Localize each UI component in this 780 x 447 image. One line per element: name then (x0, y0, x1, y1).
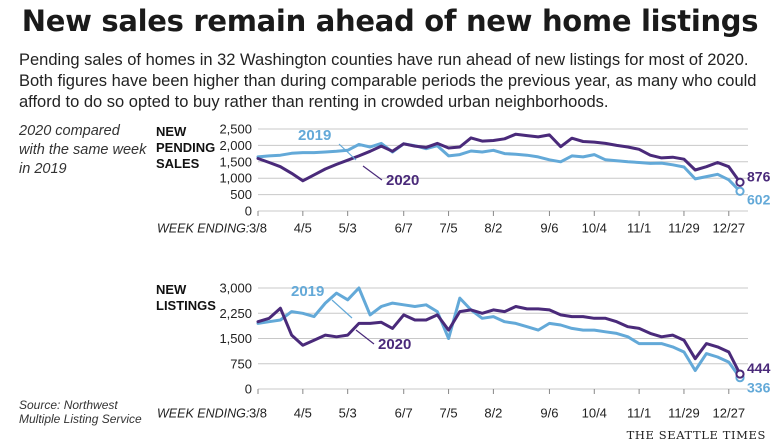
series-end-marker (735, 177, 745, 187)
y-tick-label: 0 (245, 382, 252, 397)
x-tick-label: 11/1 (627, 221, 651, 236)
pending-sales-label-line: SALES (156, 156, 200, 171)
x-tick-label: 6/7 (395, 406, 413, 421)
x-tick-label: 3/8 (249, 406, 267, 421)
source-note: Source: Northwest Multiple Listing Servi… (19, 398, 142, 426)
y-tick-label: 2,000 (219, 138, 252, 153)
series-label-leader (338, 143, 357, 161)
x-tick-label: 10/4 (582, 406, 607, 421)
y-tick-label: 500 (230, 187, 252, 202)
x-tick-label: 6/7 (395, 221, 413, 236)
series-name-label: 2019 (291, 283, 324, 300)
series-label-leader (355, 329, 375, 345)
series-name-label: 2020 (386, 172, 419, 189)
series-line-2019 (256, 141, 742, 193)
series-label-leader (362, 165, 383, 181)
x-tick-label: 4/5 (294, 221, 312, 236)
series-end-marker (735, 369, 745, 379)
y-tick-label: 2,250 (219, 306, 252, 321)
series-name-label: 2020 (378, 336, 411, 353)
chart-description: Pending sales of homes in 32 Washington … (19, 51, 757, 111)
series-end-label: 602 (747, 191, 771, 207)
chart-title: New sales remain ahead of new home listi… (21, 4, 759, 38)
series-line-2020 (256, 132, 742, 184)
y-tick-label: 3,000 (219, 281, 252, 296)
x-tick-label: 12/27 (713, 221, 746, 236)
series-line-2019 (256, 286, 742, 380)
x-tick-label: 10/4 (582, 221, 607, 236)
x-tick-label: 9/6 (540, 406, 558, 421)
x-tick-label: 7/5 (440, 406, 458, 421)
series-end-label: 336 (747, 380, 771, 396)
series-name-label: 2019 (298, 127, 331, 144)
x-axis-caption: WEEK ENDING: (157, 222, 249, 236)
x-tick-label: 4/5 (294, 406, 312, 421)
x-tick-label: 5/3 (339, 221, 357, 236)
comparison-note: 2020 compared with the same week in 2019 (19, 123, 147, 177)
x-tick-label: 5/3 (339, 406, 357, 421)
series-end-label: 444 (747, 360, 771, 376)
y-tick-label: 1,500 (219, 331, 252, 346)
new-listings-label-line: LISTINGS (156, 298, 216, 313)
series-line-2020 (256, 305, 742, 376)
series-label-leader (331, 299, 353, 319)
x-tick-label: 3/8 (249, 221, 267, 236)
x-tick-label: 9/6 (540, 221, 558, 236)
pending-sales-label-line: PENDING (156, 140, 216, 155)
series-end-marker (735, 186, 745, 196)
pending-sales-label: NEW PENDING SALES (156, 124, 215, 172)
x-tick-label: 11/29 (668, 406, 700, 421)
y-tick-label: 750 (230, 356, 252, 371)
series-end-label: 876 (747, 168, 771, 184)
pending-sales-label-line: NEW (156, 124, 187, 139)
x-axis-caption: WEEK ENDING: (157, 407, 249, 421)
y-tick-label: 1,500 (219, 154, 252, 169)
y-tick-label: 2,500 (219, 122, 252, 137)
x-tick-label: 12/27 (713, 406, 746, 421)
x-tick-label: 7/5 (440, 221, 458, 236)
y-tick-label: 0 (245, 204, 252, 219)
x-tick-label: 8/2 (484, 406, 502, 421)
x-tick-label: 11/29 (668, 221, 700, 236)
x-tick-label: 11/1 (627, 406, 651, 421)
x-tick-label: 8/2 (484, 221, 502, 236)
new-listings-label-line: NEW (156, 282, 187, 297)
new-listings-label: NEW LISTINGS (156, 282, 216, 314)
y-tick-label: 1,000 (219, 171, 252, 186)
publisher-logo: THE SEATTLE TIMES (626, 428, 766, 442)
